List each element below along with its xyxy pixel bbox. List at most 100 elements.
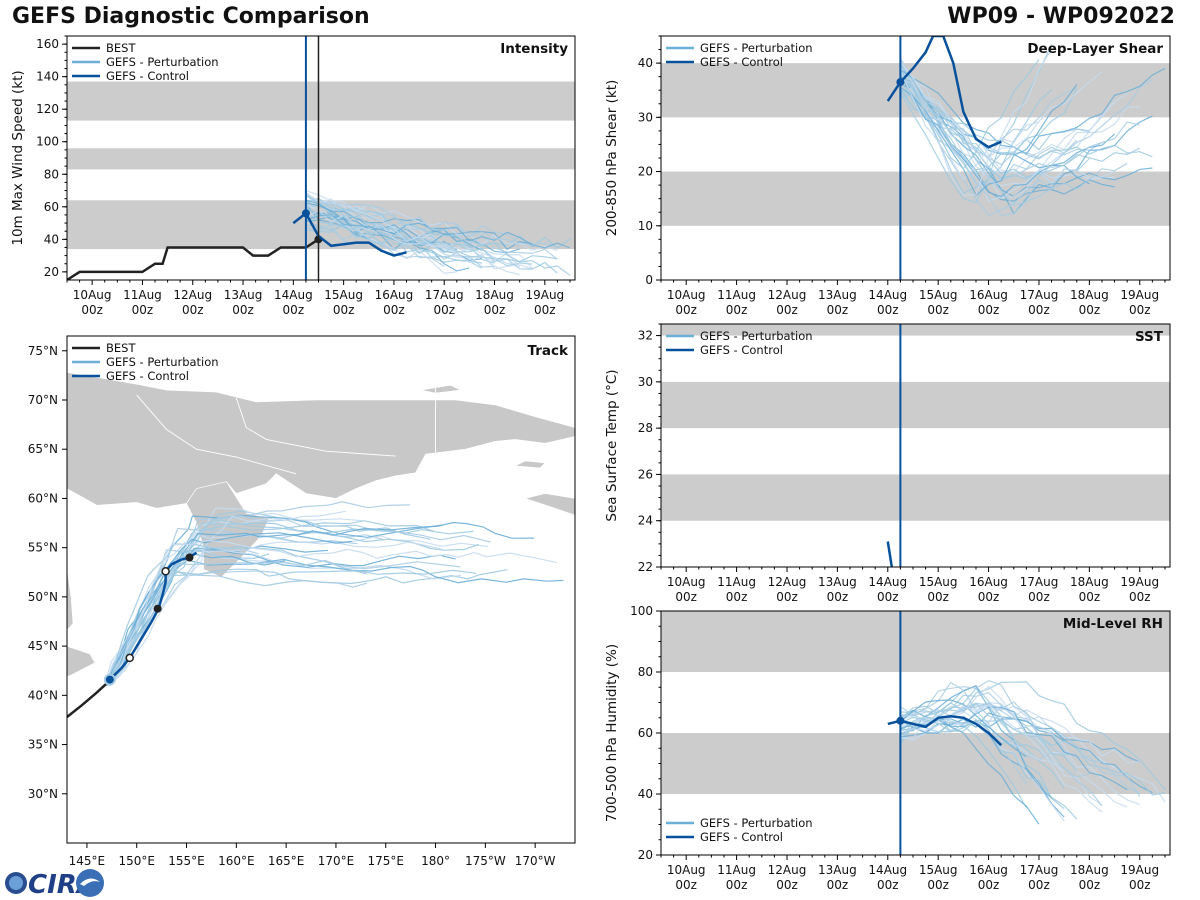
- rh-x-tick-label: 17Aug: [1020, 863, 1059, 877]
- shear-perturbation-line: [899, 60, 1103, 158]
- shear-x-tick-sublabel: 00z: [978, 303, 1000, 317]
- track-filled-point: [185, 553, 194, 562]
- shear-perturbation-line: [899, 48, 1053, 196]
- intensity-perturbation-line: [305, 213, 571, 249]
- shear-x-tick-label: 10Aug: [667, 288, 706, 302]
- track-lon-tick-label: 175°E: [367, 854, 404, 868]
- rh-perturbation-line: [900, 709, 1040, 825]
- intensity-x-tick-label: 18Aug: [475, 288, 514, 302]
- sst-x-tick-sublabel: 00z: [877, 590, 899, 604]
- intensity-perturbation-line: [305, 203, 483, 269]
- intensity-legend-label-control: GEFS - Control: [106, 69, 189, 83]
- track-lat-tick-label: 75°N: [28, 344, 58, 358]
- cira-logo: CIRA: [5, 869, 104, 900]
- sst-band: [661, 381, 1170, 429]
- rh-perturbation-line: [900, 711, 1065, 772]
- sst-x-tick-label: 18Aug: [1070, 575, 1109, 589]
- shear-panel: 01020304010Aug00z11Aug00z12Aug00z13Aug00…: [604, 35, 1171, 317]
- intensity-band: [67, 81, 575, 121]
- shear-x-tick-sublabel: 00z: [1079, 303, 1101, 317]
- track-lat-tick-label: 60°N: [28, 491, 58, 505]
- sst-x-tick-label: 13Aug: [818, 575, 857, 589]
- sst-x-tick-sublabel: 00z: [726, 590, 748, 604]
- track-lon-tick-label: 180°: [421, 854, 450, 868]
- shear-perturbation-line: [900, 67, 1166, 155]
- sst-x-tick-sublabel: 00z: [927, 590, 949, 604]
- intensity-y-tick-label: 20: [44, 265, 59, 279]
- shear-perturbation-line: [899, 70, 1153, 206]
- shear-x-tick-label: 15Aug: [919, 288, 958, 302]
- track-perturbation-line: [108, 559, 461, 687]
- rh-perturbation-line: [900, 685, 1103, 806]
- intensity-y-tick-label: 120: [36, 102, 59, 116]
- land-wrangel-island: [420, 384, 462, 394]
- shear-x-tick-label: 19Aug: [1120, 288, 1159, 302]
- track-lat-tick-label: 50°N: [28, 590, 58, 604]
- shear-legend-label-control: GEFS - Control: [700, 55, 783, 69]
- intensity-y-axis-label: 10m Max Wind Speed (kt): [10, 70, 26, 245]
- sst-y-tick-label: 28: [638, 421, 653, 435]
- track-lat-tick-label: 70°N: [28, 393, 58, 407]
- track-perturbation-line: [105, 551, 286, 685]
- sst-x-tick-label: 14Aug: [868, 575, 907, 589]
- rh-x-tick-sublabel: 00z: [675, 878, 697, 892]
- track-perturbation-line: [108, 514, 491, 687]
- cira-logo-swirl-icon: [80, 878, 100, 886]
- intensity-perturbation-line: [305, 198, 533, 269]
- sst-x-tick-label: 11Aug: [717, 575, 756, 589]
- rh-x-tick-sublabel: 00z: [927, 878, 949, 892]
- track-perturbation-line: [106, 546, 259, 682]
- sst-x-tick-label: 19Aug: [1120, 575, 1159, 589]
- track-frame: [66, 335, 576, 844]
- intensity-control-line: [292, 211, 407, 257]
- rh-x-tick-label: 16Aug: [969, 863, 1008, 877]
- track-open-point: [125, 653, 135, 663]
- shear-perturbation-line: [900, 94, 1153, 160]
- intensity-x-tick-sublabel: 00z: [484, 303, 506, 317]
- track-perturbation-line: [105, 531, 385, 687]
- track-filled-point: [153, 604, 162, 613]
- intensity-x-tick-label: 14Aug: [274, 288, 313, 302]
- intensity-x-tick-sublabel: 00z: [333, 303, 355, 317]
- track-admin-border: [235, 397, 396, 457]
- intensity-y-tick-label: 100: [36, 135, 59, 149]
- rh-x-tick-sublabel: 00z: [877, 878, 899, 892]
- sst-x-tick-sublabel: 00z: [1129, 590, 1151, 604]
- shear-x-tick-label: 11Aug: [717, 288, 756, 302]
- intensity-x-tick-label: 19Aug: [525, 288, 564, 302]
- track-admin-border: [136, 394, 297, 475]
- intensity-x-tick-sublabel: 00z: [534, 303, 556, 317]
- figure-title: GEFS Diagnostic Comparison: [12, 4, 370, 29]
- sst-x-tick-label: 12Aug: [768, 575, 807, 589]
- intensity-x-tick-label: 15Aug: [324, 288, 363, 302]
- intensity-x-tick-label: 16Aug: [375, 288, 414, 302]
- intensity-legend-label-best: BEST: [106, 41, 136, 55]
- intensity-panel: 2040608010012014016010Aug00z11Aug00z12Au…: [10, 35, 576, 317]
- intensity-x-tick-sublabel: 00z: [81, 303, 103, 317]
- intensity-y-tick-label: 160: [36, 37, 59, 51]
- sst-x-tick-sublabel: 00z: [776, 590, 798, 604]
- track-perturbation-line: [106, 548, 270, 687]
- shear-perturbation-line: [900, 74, 1140, 173]
- rh-x-tick-sublabel: 00z: [1129, 878, 1151, 892]
- sst-y-tick-label: 26: [638, 467, 653, 481]
- intensity-x-tick-sublabel: 00z: [232, 303, 254, 317]
- sst-legend-label-control: GEFS - Control: [700, 343, 783, 357]
- rh-y-tick-label: 60: [638, 726, 653, 740]
- rh-perturbation-line: [900, 713, 1052, 761]
- rh-perturbation-line: [899, 717, 1027, 809]
- track-perturbation-line: [105, 520, 435, 683]
- sst-x-tick-label: 10Aug: [667, 575, 706, 589]
- rh-x-tick-sublabel: 00z: [1028, 878, 1050, 892]
- shear-legend-label-perturbation: GEFS - Perturbation: [700, 41, 813, 55]
- cira-logo-emblem-icon: [76, 869, 104, 897]
- intensity-x-tick-sublabel: 00z: [433, 303, 455, 317]
- land-sakhalin: [67, 566, 74, 631]
- track-lon-tick-label: 155°E: [168, 854, 205, 868]
- sst-x-tick-sublabel: 00z: [827, 590, 849, 604]
- intensity-perturbation-line: [305, 216, 483, 264]
- track-legend-label-perturbation: GEFS - Perturbation: [106, 355, 219, 369]
- intensity-perturbation-line: [305, 218, 445, 267]
- sst-y-axis-label: Sea Surface Temp (°C): [604, 369, 620, 521]
- shear-x-tick-label: 18Aug: [1070, 288, 1109, 302]
